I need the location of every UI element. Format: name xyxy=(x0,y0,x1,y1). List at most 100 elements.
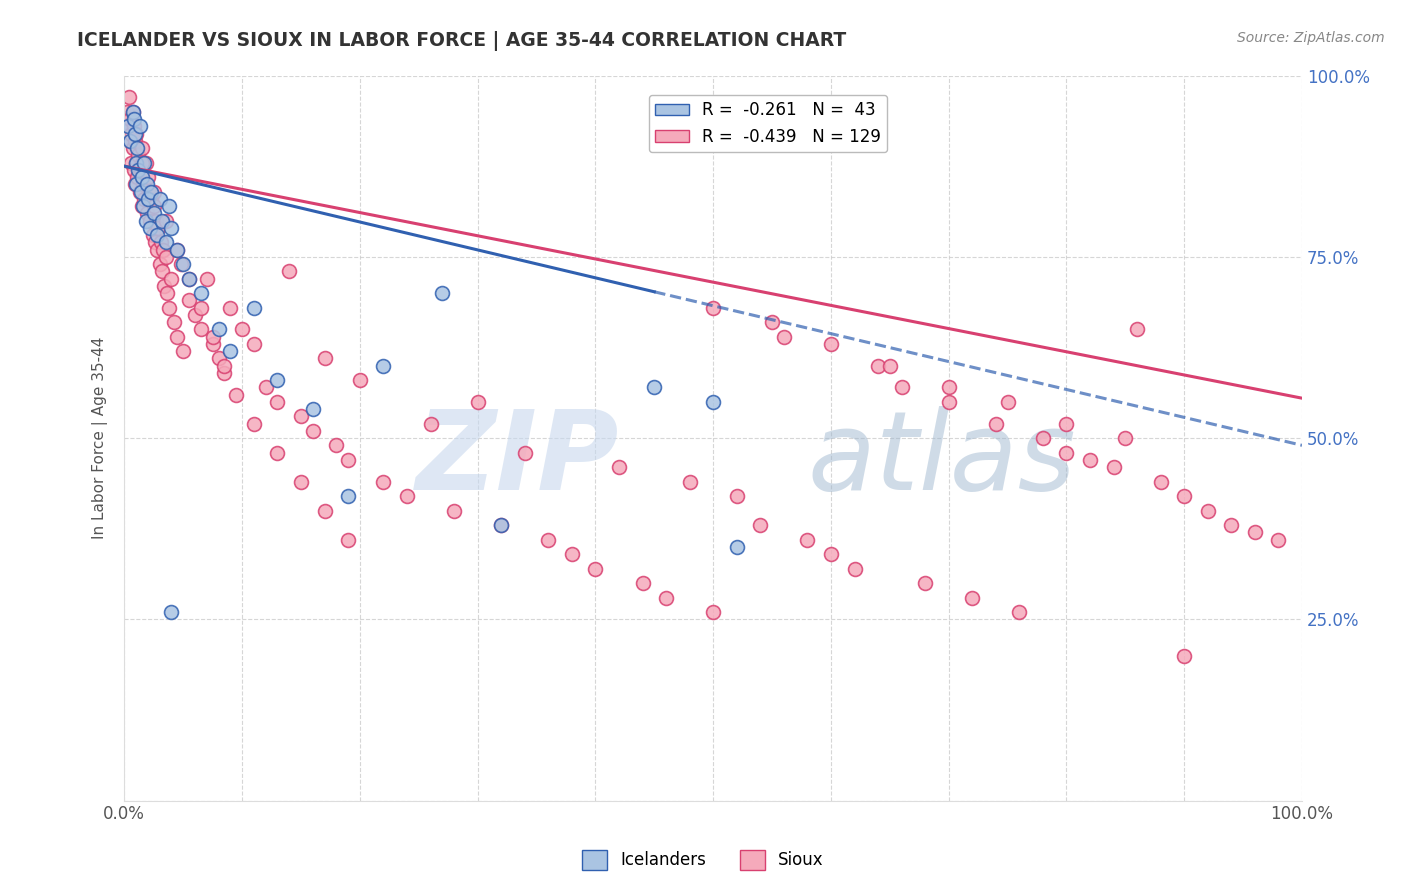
Point xyxy=(190,301,212,315)
Point xyxy=(160,220,183,235)
Point xyxy=(132,199,155,213)
Point xyxy=(121,104,143,119)
Point xyxy=(142,199,165,213)
Point xyxy=(127,141,149,155)
Point xyxy=(266,373,288,387)
Point xyxy=(177,293,200,308)
Point xyxy=(131,141,153,155)
Point xyxy=(702,301,724,315)
Point xyxy=(214,366,236,380)
Point xyxy=(120,112,142,126)
Point xyxy=(432,286,454,301)
Point xyxy=(214,359,236,373)
Point xyxy=(997,394,1019,409)
Point xyxy=(243,417,266,431)
Point xyxy=(172,257,194,271)
Point xyxy=(243,336,266,351)
Point xyxy=(844,561,866,575)
Point xyxy=(157,301,180,315)
Point xyxy=(149,235,172,250)
Point xyxy=(172,344,194,359)
Point xyxy=(219,344,242,359)
Point xyxy=(135,178,157,192)
Point xyxy=(166,329,188,343)
Point xyxy=(962,591,984,605)
Point xyxy=(337,452,360,467)
Point xyxy=(1102,460,1125,475)
Point xyxy=(127,162,149,177)
Point xyxy=(166,243,188,257)
Point xyxy=(1078,452,1101,467)
Point xyxy=(142,206,165,220)
Point xyxy=(1150,475,1173,489)
Point xyxy=(938,394,960,409)
Point xyxy=(146,227,169,242)
Point xyxy=(301,424,323,438)
Point xyxy=(207,351,229,366)
Point xyxy=(938,380,960,394)
Point xyxy=(118,90,141,104)
Point xyxy=(155,213,177,227)
Point xyxy=(152,243,174,257)
Point xyxy=(749,518,772,533)
Point xyxy=(820,547,842,561)
Point xyxy=(117,120,139,134)
Legend: R =  -0.261   N =  43, R =  -0.439   N = 129: R = -0.261 N = 43, R = -0.439 N = 129 xyxy=(648,95,887,153)
Point xyxy=(135,206,157,220)
Point xyxy=(190,322,212,336)
Point xyxy=(134,213,156,227)
Point xyxy=(314,503,336,517)
Point xyxy=(170,257,193,271)
Point xyxy=(1008,605,1031,619)
Point xyxy=(122,120,145,134)
Point xyxy=(120,134,142,148)
Point xyxy=(678,475,700,489)
Point xyxy=(129,185,152,199)
Point xyxy=(278,264,301,278)
Legend: Icelanders, Sioux: Icelanders, Sioux xyxy=(575,843,831,877)
Point xyxy=(225,387,247,401)
Point xyxy=(1056,445,1078,459)
Text: ICELANDER VS SIOUX IN LABOR FORCE | AGE 35-44 CORRELATION CHART: ICELANDER VS SIOUX IN LABOR FORCE | AGE … xyxy=(77,31,846,51)
Point xyxy=(134,192,156,206)
Text: ZIP: ZIP xyxy=(415,407,619,513)
Point xyxy=(1197,503,1219,517)
Point xyxy=(325,438,347,452)
Point xyxy=(139,220,162,235)
Point xyxy=(373,475,395,489)
Point xyxy=(373,359,395,373)
Point xyxy=(143,235,166,250)
Point xyxy=(127,148,149,162)
Point xyxy=(702,605,724,619)
Point xyxy=(128,185,150,199)
Point xyxy=(124,134,146,148)
Point xyxy=(984,417,1007,431)
Point xyxy=(153,278,176,293)
Point xyxy=(443,503,465,517)
Point xyxy=(157,199,180,213)
Point xyxy=(314,351,336,366)
Point xyxy=(190,286,212,301)
Point xyxy=(796,533,818,547)
Point xyxy=(155,250,177,264)
Point xyxy=(725,540,748,554)
Point xyxy=(467,394,489,409)
Point xyxy=(120,134,142,148)
Point xyxy=(141,185,163,199)
Point xyxy=(1114,431,1136,445)
Point xyxy=(201,329,224,343)
Point xyxy=(290,409,312,424)
Point xyxy=(120,127,142,141)
Point xyxy=(149,192,172,206)
Y-axis label: In Labor Force | Age 35-44: In Labor Force | Age 35-44 xyxy=(93,337,108,540)
Point xyxy=(643,380,665,394)
Point xyxy=(890,380,912,394)
Point xyxy=(1056,417,1078,431)
Point xyxy=(219,301,242,315)
Point xyxy=(1032,431,1054,445)
Point xyxy=(146,243,169,257)
Point xyxy=(513,445,536,459)
Point xyxy=(149,257,172,271)
Point xyxy=(879,359,901,373)
Point xyxy=(145,213,167,227)
